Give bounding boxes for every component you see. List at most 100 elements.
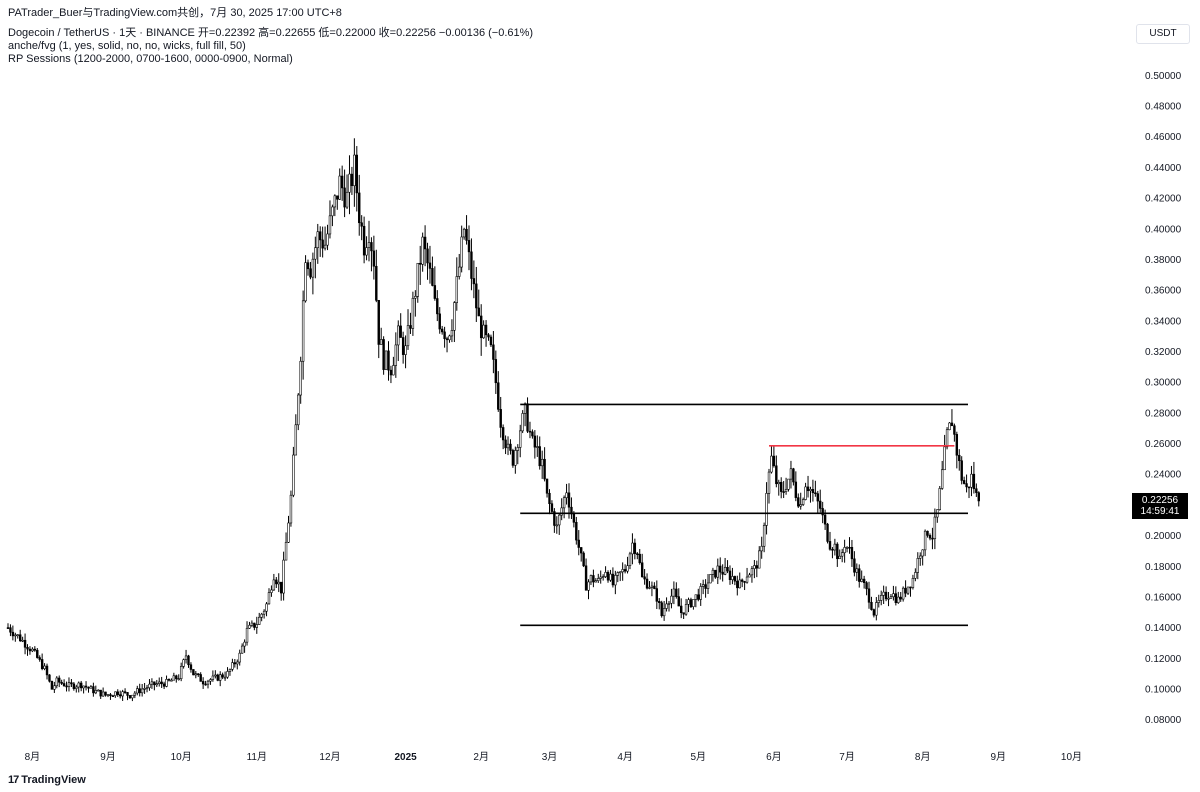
candle-body bbox=[970, 473, 973, 488]
candle-body bbox=[404, 345, 407, 355]
candle bbox=[689, 597, 693, 609]
candle bbox=[409, 312, 412, 334]
candle bbox=[362, 216, 366, 264]
candle bbox=[709, 574, 712, 584]
candle-body bbox=[950, 422, 954, 427]
candle bbox=[131, 694, 134, 702]
candle-body bbox=[397, 325, 400, 346]
candle-body bbox=[382, 339, 385, 370]
candle-body bbox=[401, 337, 405, 355]
candle bbox=[489, 334, 493, 347]
candle bbox=[875, 597, 878, 621]
currency-selector[interactable]: USDT bbox=[1136, 24, 1190, 44]
candle bbox=[70, 678, 73, 687]
candle bbox=[640, 553, 644, 578]
candle-body bbox=[880, 595, 883, 601]
candle-body bbox=[858, 568, 861, 582]
candle bbox=[116, 689, 119, 697]
candle bbox=[860, 570, 863, 583]
candle-body bbox=[294, 424, 298, 456]
x-tick-label: 2025 bbox=[394, 752, 417, 763]
candle-body bbox=[938, 488, 941, 510]
candle-body bbox=[36, 649, 39, 658]
candle bbox=[394, 332, 398, 378]
indicator-fvg[interactable]: anche/fvg (1, yes, solid, no, no, wicks,… bbox=[8, 40, 246, 52]
candle bbox=[914, 568, 917, 582]
candle-body bbox=[184, 655, 188, 661]
candle-body bbox=[833, 543, 837, 551]
candle bbox=[528, 421, 532, 439]
candle-body bbox=[494, 359, 498, 384]
candle-body bbox=[519, 430, 522, 448]
candle-body bbox=[514, 450, 517, 466]
candle-body bbox=[33, 648, 37, 651]
candle bbox=[828, 531, 832, 551]
candle-body bbox=[340, 175, 344, 189]
indicator-sessions[interactable]: RP Sessions (1200-2000, 0700-1600, 0000-… bbox=[8, 53, 293, 65]
candle-body bbox=[438, 313, 441, 330]
candle bbox=[667, 600, 671, 612]
candle-body bbox=[884, 591, 888, 600]
x-tick-label: 10月 bbox=[171, 751, 192, 763]
candle-body bbox=[892, 593, 895, 598]
candle-body bbox=[814, 492, 817, 495]
candle bbox=[219, 671, 222, 687]
candle bbox=[687, 597, 690, 613]
candle-body bbox=[131, 694, 134, 699]
candle bbox=[231, 658, 234, 672]
y-axis[interactable]: 0.08000 0.10000 0.12000 0.14000 0.16000 0.180… bbox=[1145, 71, 1182, 726]
candle-body bbox=[455, 276, 458, 303]
candle bbox=[826, 522, 829, 544]
candle bbox=[226, 667, 229, 679]
candle bbox=[889, 594, 893, 599]
candle bbox=[538, 436, 541, 470]
y-tick-label: 0.10000 bbox=[1145, 684, 1182, 695]
candle-body bbox=[53, 685, 56, 690]
candle bbox=[497, 371, 500, 412]
candle-body bbox=[70, 682, 73, 685]
candle bbox=[758, 546, 761, 569]
candle-body bbox=[792, 468, 795, 483]
candle bbox=[184, 649, 188, 664]
horizontal-levels[interactable] bbox=[520, 403, 968, 627]
candle-body bbox=[314, 247, 317, 260]
candle-body bbox=[436, 298, 439, 315]
candle-body bbox=[555, 524, 559, 527]
candle bbox=[399, 313, 402, 338]
x-axis[interactable]: 8月 9月 10月 11月 12月 2025 2月 3月 4月 5月 6月 7月 8月 9月 10月 bbox=[25, 751, 1082, 763]
candle bbox=[840, 548, 844, 563]
tradingview-logo[interactable]: 17 TradingView bbox=[8, 774, 86, 786]
candle bbox=[204, 680, 207, 686]
candle-body bbox=[379, 339, 383, 345]
candle-body bbox=[297, 394, 300, 426]
candle-body bbox=[848, 546, 851, 549]
candle-body bbox=[431, 268, 434, 286]
candle bbox=[884, 586, 888, 602]
candle bbox=[536, 435, 539, 457]
candle-body bbox=[231, 662, 234, 670]
candle-body bbox=[836, 543, 839, 560]
candle-body bbox=[840, 552, 844, 557]
candle bbox=[148, 679, 151, 691]
candle bbox=[238, 649, 241, 666]
candle-body bbox=[865, 582, 868, 590]
candle bbox=[855, 563, 859, 581]
candle bbox=[338, 168, 341, 200]
candle bbox=[809, 486, 812, 503]
candle-body bbox=[138, 688, 141, 694]
candle-body bbox=[643, 576, 646, 580]
candle bbox=[633, 538, 637, 560]
candle-body bbox=[592, 575, 595, 583]
candle bbox=[762, 522, 766, 553]
candle bbox=[270, 585, 273, 597]
candle bbox=[772, 445, 776, 468]
candle bbox=[575, 516, 578, 545]
candle bbox=[67, 677, 71, 692]
candle bbox=[611, 567, 615, 588]
candle-body bbox=[399, 325, 402, 338]
candle-body bbox=[801, 499, 805, 505]
candle-body bbox=[55, 677, 58, 687]
candle bbox=[880, 590, 883, 606]
symbol-info[interactable]: Dogecoin / TetherUS · 1天 · BINANCE 开=0.2… bbox=[8, 27, 534, 39]
